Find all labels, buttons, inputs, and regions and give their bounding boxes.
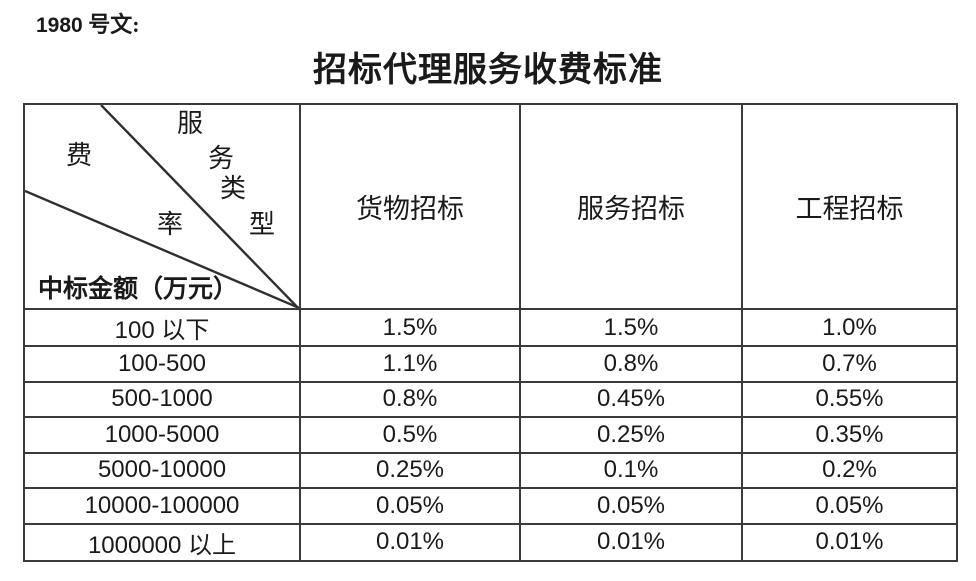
rate-cell: 0.35% bbox=[741, 416, 958, 454]
rate-cell: 1.1% bbox=[299, 345, 521, 383]
amount-range-cell: 1000000 以上 bbox=[23, 522, 301, 562]
table-row: 1000-5000 0.5% 0.25% 0.35% bbox=[23, 416, 958, 454]
amount-range-cell: 1000-5000 bbox=[23, 416, 301, 454]
rate-cell: 0.45% bbox=[519, 380, 743, 418]
table-header-row: 服 务 类 型 费 率 中标金额（万元） 货物招标 服务招标 工程招标 bbox=[23, 103, 958, 310]
rate-cell: 0.8% bbox=[519, 345, 743, 383]
service-type-char: 服 bbox=[177, 109, 204, 138]
rate-cell: 0.25% bbox=[299, 451, 521, 489]
rate-cell: 0.7% bbox=[741, 345, 958, 383]
service-type-char: 型 bbox=[249, 210, 276, 239]
table-row: 100-500 1.1% 0.8% 0.7% bbox=[23, 345, 958, 383]
page-title: 招标代理服务收费标准 bbox=[313, 52, 663, 89]
rate-cell: 0.25% bbox=[519, 416, 743, 454]
rate-cell: 1.5% bbox=[519, 308, 743, 347]
rate-cell: 0.01% bbox=[299, 522, 521, 562]
rate-cell: 0.01% bbox=[741, 522, 958, 562]
rate-cell: 0.2% bbox=[741, 451, 958, 489]
amount-range-cell: 100 以下 bbox=[23, 308, 301, 347]
rate-cell: 0.5% bbox=[299, 416, 521, 454]
amount-axis-label: 中标金额（万元） bbox=[38, 276, 239, 303]
rate-cell: 0.1% bbox=[519, 451, 743, 489]
service-type-char: 类 bbox=[220, 174, 247, 203]
amount-range-cell: 10000-100000 bbox=[23, 487, 301, 525]
doc-number-suffix: 号文: bbox=[82, 12, 140, 37]
rate-cell: 0.05% bbox=[299, 487, 521, 525]
rate-cell: 0.8% bbox=[299, 380, 521, 418]
fee-table: 服 务 类 型 费 率 中标金额（万元） 货物招标 服务招标 工程招标 100 … bbox=[23, 103, 958, 562]
table-row: 1000000 以上 0.01% 0.01% 0.01% bbox=[23, 522, 958, 562]
amount-range-cell: 5000-10000 bbox=[23, 451, 301, 489]
amount-range-cell: 500-1000 bbox=[23, 380, 301, 418]
rate-char: 率 bbox=[157, 210, 184, 239]
doc-number: 1980 bbox=[36, 14, 83, 37]
service-type-char: 务 bbox=[208, 144, 235, 173]
rate-cell: 0.05% bbox=[519, 487, 743, 525]
amount-range-cell: 100-500 bbox=[23, 345, 301, 383]
table-row: 100 以下 1.5% 1.5% 1.0% bbox=[23, 308, 958, 347]
doc-number-label: 1980 号文: bbox=[36, 7, 140, 39]
column-header-works: 工程招标 bbox=[741, 103, 958, 310]
rate-char: 费 bbox=[66, 141, 93, 170]
rate-cell: 1.5% bbox=[299, 308, 521, 347]
diagonal-corner-cell: 服 务 类 型 费 率 中标金额（万元） bbox=[23, 103, 301, 310]
table-row: 5000-10000 0.25% 0.1% 0.2% bbox=[23, 451, 958, 489]
table-row: 10000-100000 0.05% 0.05% 0.05% bbox=[23, 487, 958, 525]
rate-cell: 1.0% bbox=[741, 308, 958, 347]
rate-cell: 0.05% bbox=[741, 487, 958, 525]
rate-cell: 0.01% bbox=[519, 522, 743, 562]
column-header-goods: 货物招标 bbox=[299, 103, 521, 310]
table-row: 500-1000 0.8% 0.45% 0.55% bbox=[23, 380, 958, 418]
column-header-services: 服务招标 bbox=[519, 103, 743, 310]
rate-cell: 0.55% bbox=[741, 380, 958, 418]
